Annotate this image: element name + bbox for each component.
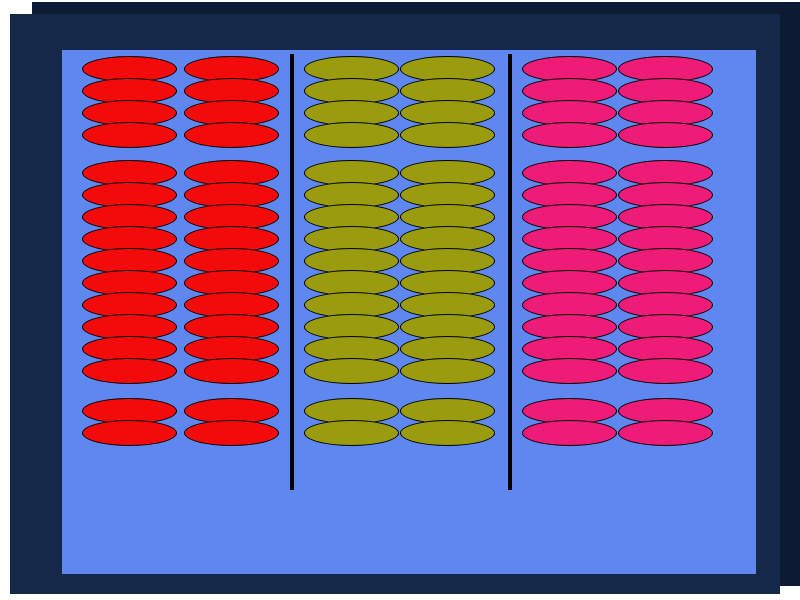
divider-1 — [290, 54, 294, 490]
group-gap — [400, 148, 495, 160]
disc — [522, 420, 617, 446]
group-gap — [304, 384, 399, 398]
group-gap — [400, 384, 495, 398]
disc — [304, 420, 399, 446]
disc-column-2 — [184, 56, 279, 446]
group-gap — [618, 384, 713, 398]
group-gap — [618, 148, 713, 160]
group-gap — [184, 148, 279, 160]
disc — [304, 358, 399, 384]
disc-column-4 — [400, 56, 495, 446]
disc-column-3 — [304, 56, 399, 446]
disc — [184, 358, 279, 384]
disc — [400, 122, 495, 148]
group-gap — [82, 148, 177, 160]
group-gap — [522, 148, 617, 160]
disc — [522, 122, 617, 148]
group-gap — [522, 384, 617, 398]
disc — [618, 420, 713, 446]
disc — [400, 358, 495, 384]
disc — [82, 122, 177, 148]
group-gap — [304, 148, 399, 160]
disc — [618, 122, 713, 148]
disc — [618, 358, 713, 384]
disc-column-5 — [522, 56, 617, 446]
disc — [82, 420, 177, 446]
disc — [522, 358, 617, 384]
divider-2 — [508, 54, 512, 490]
disc — [304, 122, 399, 148]
disc-column-6 — [618, 56, 713, 446]
group-gap — [82, 384, 177, 398]
disc — [400, 420, 495, 446]
disc — [184, 420, 279, 446]
disc — [184, 122, 279, 148]
stage — [0, 0, 800, 600]
disc — [82, 358, 177, 384]
disc-column-1 — [82, 56, 177, 446]
group-gap — [184, 384, 279, 398]
